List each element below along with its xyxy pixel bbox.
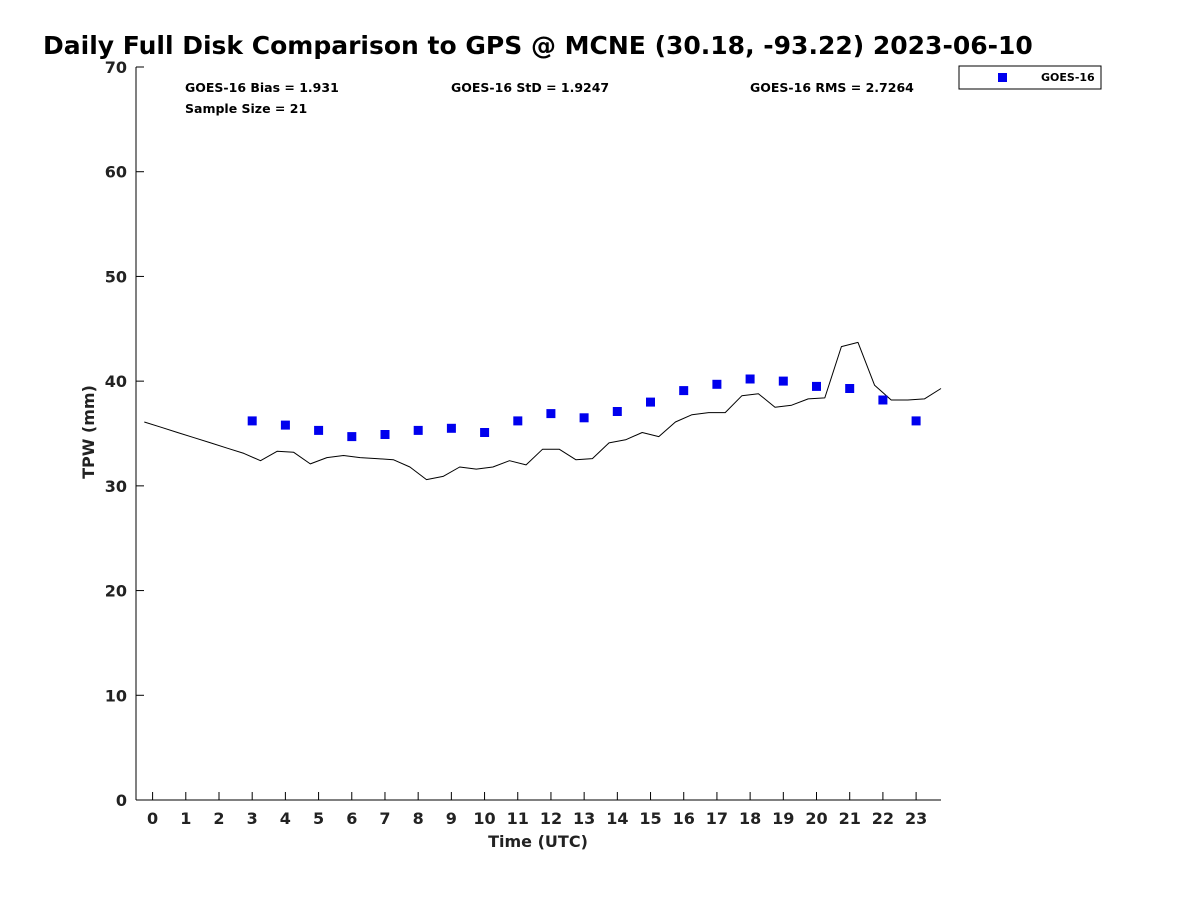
x-tick-label: 4 (280, 809, 291, 828)
goes16-point (380, 430, 390, 439)
x-tick-label: 17 (706, 809, 728, 828)
y-axis-ticks: 0 10 20 30 40 50 60 70 (105, 58, 144, 810)
y-tick-label: 40 (105, 372, 127, 391)
goes16-point (546, 409, 556, 419)
x-tick-label: 7 (379, 809, 390, 828)
legend: GOES-16 (958, 65, 1102, 90)
x-tick-label: 2 (213, 809, 224, 828)
legend-label-goes16: GOES-16 (1041, 71, 1095, 84)
series-layer (144, 341, 942, 481)
bias-stat: GOES-16 Bias = 1.931 (185, 80, 339, 95)
y-tick-label: 20 (105, 582, 127, 601)
y-tick-label: 0 (116, 791, 127, 810)
x-tick-label: 22 (872, 809, 894, 828)
sample-size-stat: Sample Size = 21 (185, 101, 307, 116)
goes16-point (413, 425, 423, 435)
x-tick-label: 19 (772, 809, 794, 828)
goes16-point (314, 425, 324, 435)
goes16-point (745, 374, 755, 384)
goes16-point (911, 416, 921, 426)
x-tick-label: 21 (839, 809, 861, 828)
goes16-point (579, 413, 589, 423)
x-tick-label: 13 (573, 809, 595, 828)
x-tick-label: 5 (313, 809, 324, 828)
goes16-point (646, 397, 655, 407)
plot-axes (135, 67, 941, 801)
legend-marker-goes16 (998, 73, 1007, 82)
rms-stat: GOES-16 RMS = 2.7264 (750, 80, 914, 95)
y-tick-label: 50 (105, 267, 127, 286)
y-tick-label: 60 (105, 163, 127, 182)
x-tick-label: 6 (346, 809, 357, 828)
y-axis-label: TPW (mm) (79, 385, 98, 479)
x-tick-label: 8 (413, 809, 424, 828)
goes16-point (712, 379, 722, 389)
x-tick-label: 14 (606, 809, 628, 828)
x-tick-label: 15 (639, 809, 661, 828)
chart-title: Daily Full Disk Comparison to GPS @ MCNE… (43, 31, 1033, 60)
gps-tpw-line (144, 341, 942, 481)
x-tick-label: 9 (446, 809, 457, 828)
x-tick-label: 3 (247, 809, 258, 828)
goes16-point (812, 381, 821, 391)
x-tick-label: 18 (739, 809, 761, 828)
x-axis-ticks: 0 1 2 3 4 5 6 7 8 9 10 11 12 13 14 15 16 17 18 19 20 21 22 23 (147, 792, 927, 828)
goes16-point (778, 376, 788, 386)
y-tick-label: 30 (105, 477, 127, 496)
goes16-point (845, 384, 855, 393)
goes16-point (480, 428, 490, 437)
x-tick-label: 16 (673, 809, 695, 828)
x-tick-label: 1 (180, 809, 191, 828)
x-tick-label: 0 (147, 809, 158, 828)
goes16-point (347, 432, 357, 442)
goes16-point (446, 423, 456, 433)
legend-box (958, 65, 1102, 90)
x-tick-label: 11 (507, 809, 529, 828)
x-tick-label: 20 (805, 809, 827, 828)
y-tick-label: 10 (105, 686, 127, 705)
goes16-point (878, 395, 888, 405)
x-tick-label: 10 (473, 809, 495, 828)
goes16-point (513, 416, 523, 426)
goes16-point (280, 420, 290, 430)
goes16-point (612, 407, 622, 416)
std-stat: GOES-16 StD = 1.9247 (451, 80, 609, 95)
x-tick-label: 12 (540, 809, 562, 828)
goes16-point (679, 386, 689, 396)
y-tick-label: 70 (105, 58, 127, 77)
x-axis-label: Time (UTC) (488, 832, 588, 851)
x-tick-label: 23 (905, 809, 927, 828)
goes16-point (247, 416, 257, 426)
